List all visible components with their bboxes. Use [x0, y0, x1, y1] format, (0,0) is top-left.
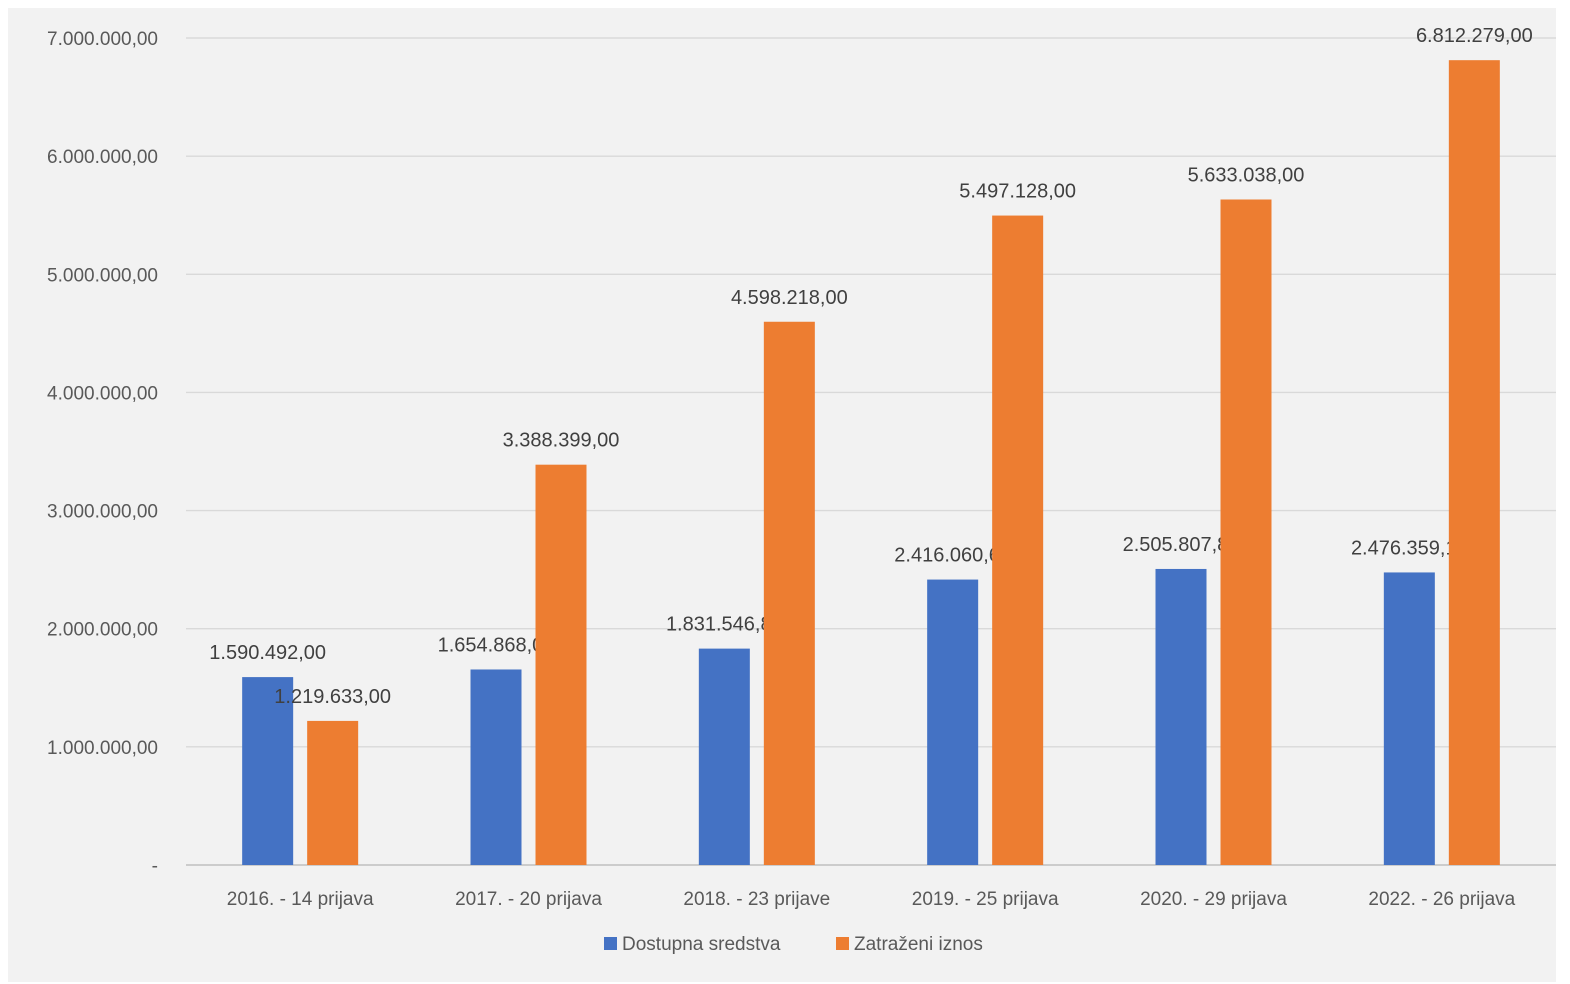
- data-label: 1.831.546,82: [666, 614, 783, 636]
- chart-area: - 1.000.000,00 2.000.000,00 3.000.000,00 4.0…: [8, 8, 1556, 982]
- y-tick-label: 3.000.000,00: [47, 502, 158, 523]
- bar-dostupna: [242, 677, 294, 865]
- y-tick-label: 2.000.000,00: [47, 620, 158, 641]
- bar-chart: - 1.000.000,00 2.000.000,00 3.000.000,00 4.0…: [47, 25, 1556, 955]
- x-tick-label: 2017. - 20 prijava: [455, 889, 602, 910]
- x-tick-label: 2022. - 26 prijava: [1368, 889, 1515, 910]
- bar-zatrazeni: [1220, 199, 1272, 865]
- y-tick-label: 1.000.000,00: [47, 738, 158, 759]
- x-tick-label: 2020. - 29 prijava: [1140, 889, 1287, 910]
- data-label: 1.219.633,00: [274, 686, 391, 708]
- bar-dostupna: [1383, 572, 1435, 865]
- y-tick-label: 4.000.000,00: [47, 383, 158, 404]
- y-tick-label: -: [152, 856, 158, 877]
- data-label: 2.505.807,89: [1123, 534, 1240, 556]
- x-tick-label: 2016. - 14 prijava: [227, 889, 374, 910]
- bar-zatrazeni: [992, 215, 1044, 865]
- y-tick-label: 6.000.000,00: [47, 147, 158, 168]
- bar-dostupna: [927, 579, 979, 865]
- y-tick-label: 5.000.000,00: [47, 265, 158, 286]
- bar-zatrazeni: [763, 321, 815, 865]
- data-label: 3.388.399,00: [503, 430, 620, 452]
- y-tick-label: 7.000.000,00: [47, 29, 158, 50]
- data-label: 5.633.038,00: [1188, 164, 1305, 186]
- bar-dostupna: [470, 669, 522, 865]
- data-label: 1.654.868,00: [438, 634, 555, 656]
- data-label: 5.497.128,00: [959, 181, 1076, 203]
- legend-label: Dostupna sredstva: [622, 934, 781, 955]
- data-label: 1.590.492,00: [209, 642, 326, 664]
- bar-zatrazeni: [535, 464, 587, 865]
- bar-dostupna: [1155, 568, 1207, 865]
- data-label: 4.598.218,00: [731, 287, 848, 309]
- data-label: 2.416.060,61: [894, 545, 1011, 567]
- x-tick-label: 2018. - 23 prijave: [683, 889, 830, 910]
- legend-swatch: [836, 937, 849, 950]
- data-label: 6.812.279,00: [1416, 25, 1533, 47]
- bar-zatrazeni: [1448, 60, 1500, 865]
- data-label: 2.476.359,19: [1351, 537, 1468, 559]
- legend-swatch: [604, 937, 617, 950]
- bar-dostupna: [698, 648, 750, 865]
- legend-label: Zatraženi iznos: [854, 934, 983, 955]
- x-tick-label: 2019. - 25 prijava: [912, 889, 1059, 910]
- bar-zatrazeni: [307, 720, 359, 865]
